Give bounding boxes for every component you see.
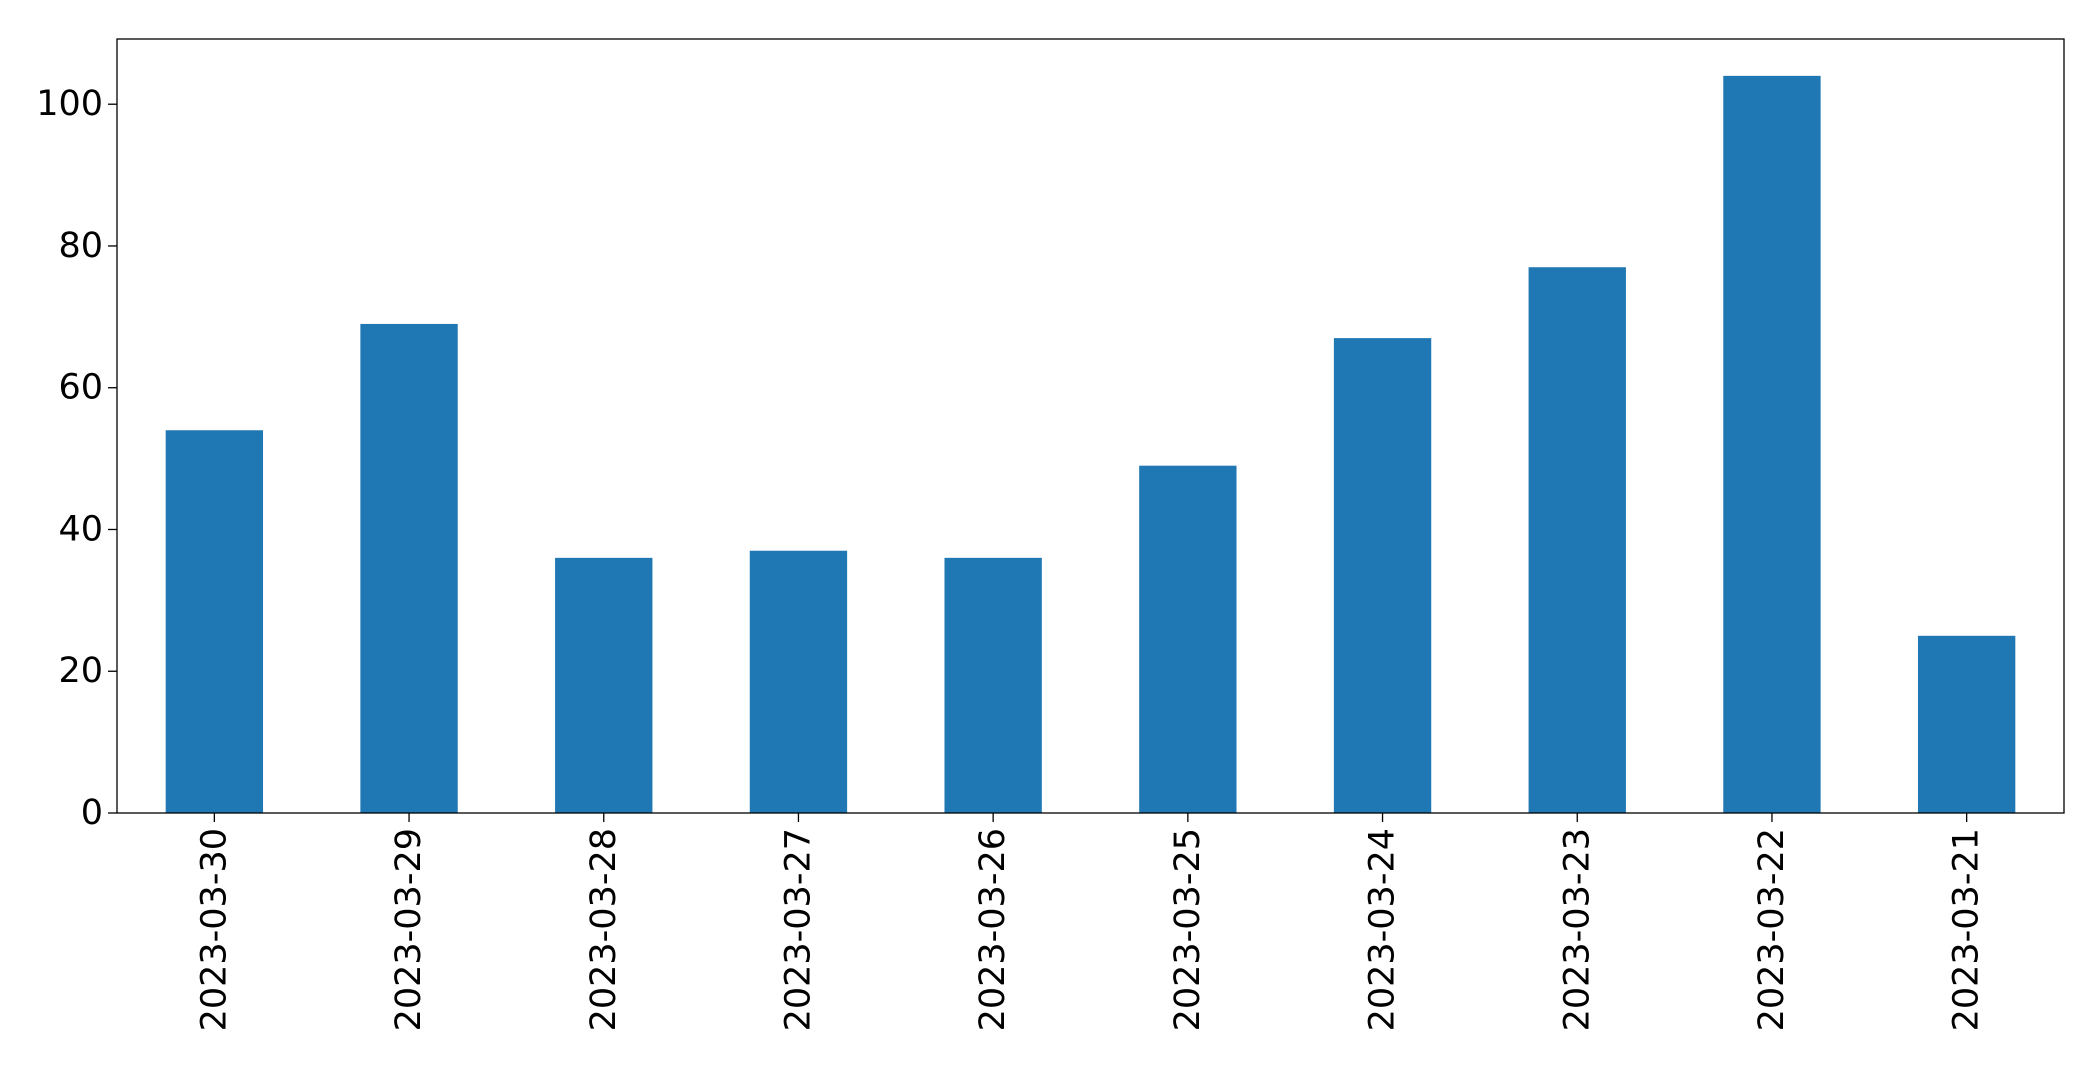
axes-frame xyxy=(116,38,2065,814)
bar-2023-03-26 xyxy=(944,557,1042,813)
x-tick-label: 2023-03-22 xyxy=(1752,828,1792,1031)
x-tick-label: 2023-03-27 xyxy=(778,828,818,1031)
y-tick-label: 100 xyxy=(36,84,103,124)
x-tick-label: 2023-03-25 xyxy=(1168,828,1208,1031)
x-tick-label: 2023-03-30 xyxy=(194,828,234,1031)
bar-2023-03-29 xyxy=(360,323,458,813)
bar-2023-03-21 xyxy=(1917,635,2016,813)
x-tick-label: 2023-03-21 xyxy=(1947,828,1987,1031)
y-tick-label: 20 xyxy=(58,651,103,691)
y-tick-label: 0 xyxy=(81,793,103,833)
bar-2023-03-25 xyxy=(1139,465,1237,813)
y-tick-label: 80 xyxy=(58,226,103,266)
x-tick-label: 2023-03-28 xyxy=(584,828,624,1031)
plot-frame xyxy=(116,38,2065,814)
bar-2023-03-24 xyxy=(1333,338,1432,813)
bars-layer xyxy=(165,75,2016,814)
x-axis: 2023-03-30 2023-03-29 2023-03-28 2023-03-27… xyxy=(194,813,1987,1031)
x-tick-label: 2023-03-29 xyxy=(389,828,429,1031)
bar-2023-03-28 xyxy=(555,557,653,813)
y-tick-label: 40 xyxy=(58,509,103,549)
x-tick-label: 2023-03-23 xyxy=(1557,828,1597,1031)
bar-2023-03-30 xyxy=(165,430,264,813)
bar-2023-03-23 xyxy=(1528,267,1626,814)
y-tick-label: 60 xyxy=(58,368,103,408)
x-tick-label: 2023-03-26 xyxy=(973,828,1013,1031)
x-tick-label: 2023-03-24 xyxy=(1363,828,1403,1031)
bar-2023-03-22 xyxy=(1723,75,1821,814)
y-axis: 0 20 40 60 80 100 xyxy=(36,84,117,833)
bar-2023-03-27 xyxy=(749,550,848,813)
